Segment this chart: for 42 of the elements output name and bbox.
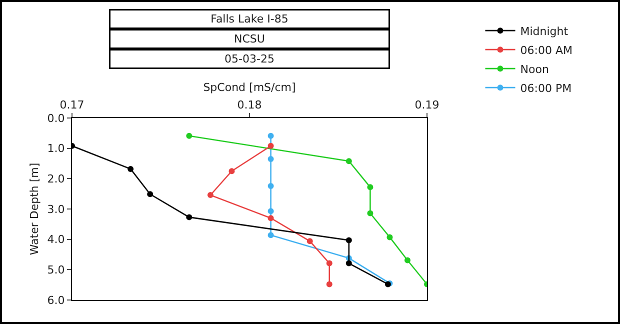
y-axis-title: Water Depth [m] [28, 162, 41, 256]
legend-label: Midnight [520, 24, 569, 38]
x-tick-label: 0.19 [414, 98, 440, 112]
point [326, 260, 332, 266]
y-tick-label: 5.0 [47, 264, 65, 277]
chart-title: Falls Lake I-85 [210, 12, 288, 26]
legend-label: 06:00 AM [520, 44, 572, 57]
point [186, 132, 192, 139]
point [207, 192, 214, 198]
point [228, 168, 235, 174]
point [404, 257, 410, 264]
point [268, 132, 274, 139]
y-tick-label: 1.0 [47, 142, 65, 156]
point [306, 238, 313, 244]
point [128, 166, 134, 172]
point [367, 210, 374, 216]
point [346, 158, 352, 164]
point [326, 281, 332, 288]
point [268, 156, 274, 162]
point [268, 215, 274, 222]
point [147, 191, 154, 198]
x-axis-title: SpCond [mS/cm] [203, 81, 296, 94]
point [186, 214, 192, 220]
y-tick-label: 3.0 [47, 202, 65, 216]
legend-label: 06:00 PM [520, 82, 572, 95]
point [367, 184, 374, 190]
x-tick-label: 0.18 [237, 98, 262, 112]
point [346, 237, 352, 244]
y-tick-label: 2.0 [47, 172, 65, 186]
y-tick-label: 6.0 [47, 294, 65, 307]
legend-label: Noon [520, 62, 549, 76]
point [268, 232, 274, 238]
y-tick-label: 0.0 [47, 112, 65, 125]
point [268, 142, 274, 149]
point [268, 182, 274, 189]
text: 05-03-25 [224, 52, 274, 66]
point [386, 234, 393, 240]
chart-subtitle: NCSU [234, 32, 265, 46]
point [346, 260, 352, 266]
y-tick-label: 4.0 [47, 233, 65, 246]
point [268, 208, 274, 214]
x-tick-label: 0.17 [60, 98, 84, 112]
